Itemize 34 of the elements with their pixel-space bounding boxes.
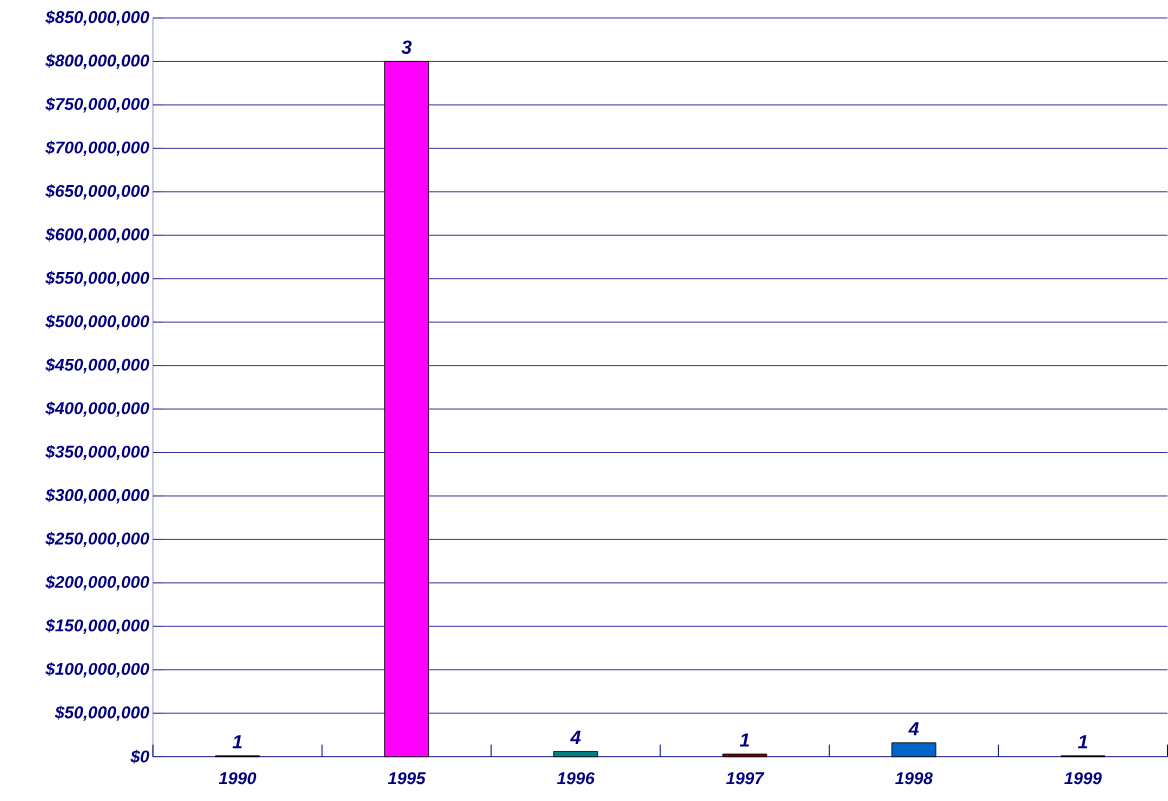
y-tick-label: $400,000,000	[45, 401, 150, 417]
y-tick-label: $150,000,000	[45, 618, 150, 635]
y-tick-label: $700,000,000	[45, 140, 150, 157]
bar	[891, 742, 937, 758]
x-tick-label: 1990	[218, 772, 257, 785]
y-tick-label: $50,000,000	[54, 705, 150, 722]
y-tick-label: $850,000,000	[45, 10, 150, 26]
x-tick-label: 1996	[557, 772, 595, 785]
y-tick-label: $350,000,000	[45, 445, 150, 461]
y-tick-label: $0	[130, 749, 150, 764]
annotation: 4	[570, 731, 581, 745]
annotation: 3	[401, 40, 412, 55]
annotation: 1	[739, 733, 750, 747]
y-tick-label: $200,000,000	[45, 575, 150, 591]
y-tick-label: $500,000,000	[45, 314, 150, 330]
annotation: 4	[908, 722, 919, 736]
y-tick-label: $450,000,000	[45, 358, 150, 374]
bar	[722, 753, 768, 758]
y-tick-label: $650,000,000	[45, 184, 150, 200]
y-tick-label: $600,000,000	[45, 227, 150, 244]
x-tick-label: 1999	[1064, 772, 1102, 785]
y-tick-label: $550,000,000	[45, 271, 150, 287]
annotation: 1	[232, 735, 242, 749]
y-tick-label: $250,000,000	[45, 531, 150, 548]
y-tick-label: $750,000,000	[45, 97, 150, 113]
y-tick-label: $800,000,000	[45, 53, 150, 70]
y-tick-label: $300,000,000	[45, 488, 150, 504]
x-tick-label: 1998	[895, 772, 933, 785]
x-tick-label: 1997	[726, 772, 765, 785]
bar	[553, 751, 599, 758]
bar	[384, 61, 429, 758]
x-tick-label: 1995	[387, 772, 426, 785]
annotation: 1	[1077, 735, 1088, 749]
y-tick-label: $100,000,000	[45, 662, 150, 678]
